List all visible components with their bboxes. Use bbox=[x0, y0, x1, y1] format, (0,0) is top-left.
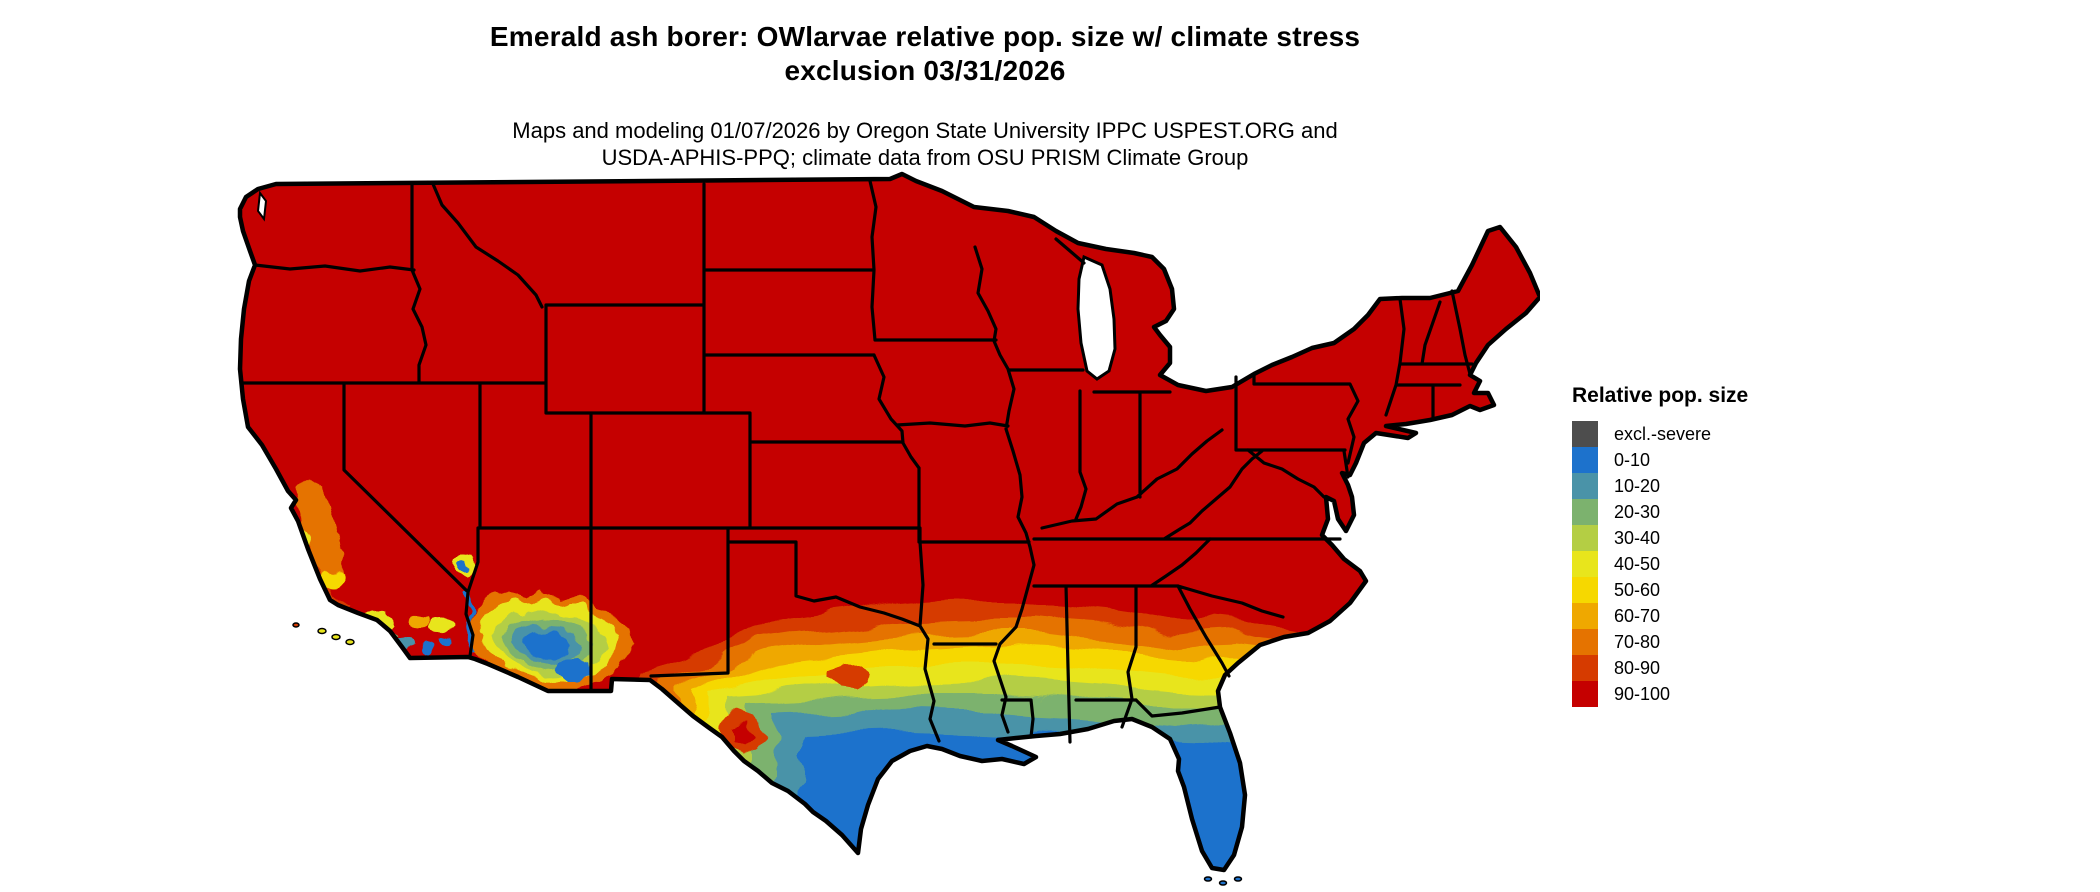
legend-label: 20-30 bbox=[1614, 501, 1661, 522]
patch-mojave-yellow bbox=[428, 618, 452, 632]
sw-blue-southeast-extension bbox=[558, 657, 592, 681]
legend-item-20-30: 20-30 bbox=[1572, 499, 1748, 525]
patch-imperial-blue bbox=[418, 643, 434, 653]
channel-island-3 bbox=[345, 638, 355, 646]
legend-swatch-60-70 bbox=[1572, 603, 1598, 629]
patch-davis-mountains-core bbox=[734, 723, 754, 745]
subtitle-line-2: USDA-APHIS-PPQ; climate data from OSU PR… bbox=[601, 145, 1249, 170]
legend-swatch-20-30 bbox=[1572, 499, 1598, 525]
legend-label: 80-90 bbox=[1614, 657, 1661, 678]
legend: Relative pop. size excl.-severe 0-10 10-… bbox=[1572, 384, 1748, 707]
florida-key-1 bbox=[1203, 876, 1213, 882]
channel-island-2 bbox=[331, 633, 341, 641]
patch-vegas-blue-core bbox=[458, 561, 468, 573]
patch-socal-orange bbox=[410, 613, 430, 625]
subtitle-line-1: Maps and modeling 01/07/2026 by Oregon S… bbox=[512, 118, 1338, 143]
legend-swatch-70-80 bbox=[1572, 629, 1598, 655]
legend-label: 60-70 bbox=[1614, 605, 1661, 626]
legend-label: 70-80 bbox=[1614, 631, 1661, 652]
legend-label: 90-100 bbox=[1614, 683, 1671, 704]
legend-item-0-10: 0-10 bbox=[1572, 447, 1748, 473]
us-choropleth-map bbox=[237, 171, 1540, 886]
legend-label: 40-50 bbox=[1614, 553, 1661, 574]
legend-item-excl-severe: excl.-severe bbox=[1572, 421, 1748, 447]
southwest-low-population-area bbox=[463, 590, 634, 693]
channel-island-1 bbox=[317, 627, 327, 635]
us-outline bbox=[237, 171, 1540, 873]
legend-swatch-10-20 bbox=[1572, 473, 1598, 499]
patch-ca-yellow-spot bbox=[322, 572, 344, 588]
channel-island-4 bbox=[292, 622, 300, 628]
chart-title: Emerald ash borer: OWlarvae relative pop… bbox=[325, 20, 1525, 88]
florida-key-3 bbox=[1233, 876, 1243, 882]
title-line-1: Emerald ash borer: OWlarvae relative pop… bbox=[489, 21, 1361, 52]
legend-item-50-60: 50-60 bbox=[1572, 577, 1748, 603]
legend-swatch-50-60 bbox=[1572, 577, 1598, 603]
patch-desert-blue-2 bbox=[440, 636, 452, 646]
legend-item-30-40: 30-40 bbox=[1572, 525, 1748, 551]
legend-swatch-80-90 bbox=[1572, 655, 1598, 681]
legend-label: 50-60 bbox=[1614, 579, 1661, 600]
chart-subtitle: Maps and modeling 01/07/2026 by Oregon S… bbox=[325, 117, 1525, 171]
legend-swatch-90-100 bbox=[1572, 681, 1598, 707]
sw-blue-core bbox=[522, 631, 572, 657]
legend-swatch-30-40 bbox=[1572, 525, 1598, 551]
band-0-10 bbox=[802, 730, 1370, 870]
legend-label: excl.-severe bbox=[1614, 423, 1712, 444]
patch-central-valley-70-80 bbox=[299, 479, 343, 588]
patch-central-texas-red bbox=[826, 661, 870, 689]
legend-label: 30-40 bbox=[1614, 527, 1661, 548]
legend-swatch-0-10 bbox=[1572, 447, 1598, 473]
legend-label: 0-10 bbox=[1614, 449, 1651, 470]
legend-item-10-20: 10-20 bbox=[1572, 473, 1748, 499]
title-line-2: exclusion 03/31/2026 bbox=[784, 55, 1066, 86]
legend-item-80-90: 80-90 bbox=[1572, 655, 1748, 681]
legend-title: Relative pop. size bbox=[1572, 384, 1749, 407]
lake-michigan bbox=[1076, 254, 1117, 381]
legend-label: 10-20 bbox=[1614, 475, 1661, 496]
legend-item-90-100: 90-100 bbox=[1572, 681, 1748, 707]
puget-sound-inlet bbox=[256, 190, 268, 222]
legend-item-40-50: 40-50 bbox=[1572, 551, 1748, 577]
state-borders bbox=[239, 179, 1474, 744]
legend-swatch-40-50 bbox=[1572, 551, 1598, 577]
legend-item-70-80: 70-80 bbox=[1572, 629, 1748, 655]
offshore-islands bbox=[292, 622, 1243, 886]
florida-key-2 bbox=[1218, 880, 1228, 886]
legend-swatch-excl-severe bbox=[1572, 421, 1598, 447]
legend-item-60-70: 60-70 bbox=[1572, 603, 1748, 629]
